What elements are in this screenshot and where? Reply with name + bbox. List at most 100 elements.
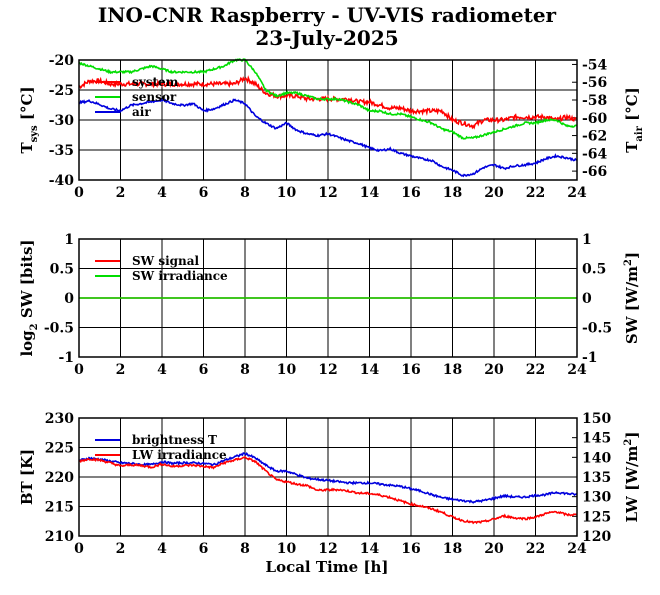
x-tick-label: 2 — [116, 541, 126, 557]
y-right-tick-label: -58 — [582, 93, 607, 109]
y-right-tick-label: 140 — [582, 450, 611, 466]
y-right-axis-label: SW [W/m2] — [623, 252, 641, 344]
series-line-system — [78, 75, 578, 130]
y-right-tick-label: -66 — [582, 164, 607, 180]
legend-label: air — [132, 105, 151, 119]
x-tick-label: 18 — [443, 185, 462, 201]
x-tick-label: 10 — [277, 362, 297, 378]
x-tick-label: 22 — [526, 362, 545, 378]
chart-subtitle: 23-July-2025 — [255, 26, 398, 50]
x-tick-label: 22 — [526, 541, 545, 557]
y-right-tick-label: 130 — [582, 490, 611, 506]
x-tick-label: 2 — [116, 362, 126, 378]
y-right-tick-label: 120 — [582, 529, 611, 545]
panel-3: 0 2 4 6 8 10 12 14 16 18 20 22 242302252202152101501… — [18, 411, 641, 557]
y-left-tick-label: -35 — [49, 143, 74, 159]
y-right-tick-label: -1 — [582, 350, 598, 366]
x-tick-label: 10 — [277, 185, 297, 201]
x-tick-label: 14 — [360, 185, 380, 201]
y-right-tick-label: -54 — [582, 57, 608, 73]
panel-2: 0 2 4 6 8 10 12 14 16 18 20 22 2410.50-0.5-110.50-0.… — [18, 232, 641, 378]
x-tick-label: 14 — [360, 541, 380, 557]
series-line-sensor — [79, 58, 578, 140]
x-tick-label: 0 — [74, 541, 84, 557]
x-tick-label: 8 — [240, 541, 250, 557]
y-left-tick-label: -40 — [49, 173, 75, 189]
y-right-tick-label: 145 — [582, 431, 611, 447]
y-left-tick-label: 0.5 — [50, 262, 74, 278]
x-tick-label: 20 — [484, 362, 504, 378]
y-right-tick-label: -0.5 — [582, 321, 612, 337]
x-tick-label: 12 — [318, 185, 337, 201]
y-right-axis-label: Tair [°C] — [623, 87, 645, 153]
y-left-tick-label: 210 — [45, 529, 74, 545]
x-axis-label: Local Time [h] — [266, 558, 389, 576]
x-tick-label: 24 — [567, 185, 587, 201]
x-tick-label: 8 — [240, 362, 250, 378]
legend-label: SW irradiance — [132, 269, 228, 283]
x-tick-label: 4 — [157, 185, 167, 201]
y-right-tick-label: 1 — [582, 232, 592, 248]
series-line-brightness-t — [78, 452, 578, 504]
y-left-axis-label: BT [K] — [18, 449, 36, 505]
y-left-axis-label: log2 SW [bits] — [18, 239, 40, 356]
x-tick-label: 18 — [443, 362, 462, 378]
y-right-tick-label: 135 — [582, 470, 611, 486]
y-left-tick-label: -20 — [49, 53, 75, 69]
x-tick-label: 16 — [401, 185, 420, 201]
x-tick-label: 6 — [199, 541, 209, 557]
x-tick-label: 16 — [401, 362, 420, 378]
x-tick-label: 8 — [240, 185, 250, 201]
legend-label: system — [132, 75, 179, 89]
x-tick-label: 10 — [277, 541, 297, 557]
x-tick-label: 20 — [484, 185, 504, 201]
legend-label: brightness T — [132, 433, 217, 447]
legend-label: LW irradiance — [132, 448, 227, 462]
x-tick-label: 4 — [157, 362, 167, 378]
chart-title: INO-CNR Raspberry - UV-VIS radiometer — [98, 3, 557, 27]
x-tick-label: 12 — [318, 541, 337, 557]
y-left-tick-label: 230 — [45, 411, 74, 427]
x-tick-label: 6 — [199, 185, 209, 201]
x-tick-label: 16 — [401, 541, 420, 557]
x-tick-label: 24 — [567, 362, 587, 378]
x-tick-label: 6 — [199, 362, 209, 378]
series-line-air — [79, 97, 578, 178]
y-left-axis-label: Tsys [°C] — [18, 86, 40, 153]
legend-label: SW signal — [132, 254, 200, 268]
y-left-tick-label: 225 — [45, 441, 74, 457]
plot-frame — [78, 59, 578, 181]
x-tick-label: 0 — [74, 185, 84, 201]
x-tick-label: 0 — [74, 362, 84, 378]
plot-frame — [78, 238, 578, 358]
y-right-tick-label: 0 — [582, 291, 592, 307]
panel-1: 0 2 4 6 8 10 12 14 16 18 20 22 24-20-25-30-35-40-54-… — [18, 53, 645, 201]
y-right-tick-label: 0.5 — [582, 262, 606, 278]
series-line-lw-irradiance — [78, 455, 578, 525]
plot-frame — [78, 417, 578, 537]
y-right-tick-label: -62 — [582, 129, 607, 145]
y-right-tick-label: -60 — [582, 111, 608, 127]
y-right-axis-label: LW [W/m2] — [623, 432, 641, 523]
y-left-tick-label: 1 — [64, 232, 74, 248]
y-left-tick-label: -30 — [49, 113, 75, 129]
y-right-tick-label: -56 — [582, 75, 607, 91]
x-tick-label: 20 — [484, 541, 504, 557]
y-left-tick-label: 220 — [45, 470, 74, 486]
chart-panels: 0 2 4 6 8 10 12 14 16 18 20 22 24-20-25-30-35-40-54-… — [18, 53, 645, 557]
legend-label: sensor — [132, 90, 177, 104]
x-tick-label: 4 — [157, 541, 167, 557]
y-right-tick-label: 150 — [582, 411, 611, 427]
y-left-tick-label: 0 — [64, 291, 74, 307]
x-tick-label: 24 — [567, 541, 587, 557]
x-tick-label: 14 — [360, 362, 380, 378]
y-left-tick-label: 215 — [45, 500, 74, 516]
y-right-tick-label: 125 — [582, 509, 611, 525]
y-left-tick-label: -0.5 — [44, 321, 74, 337]
y-left-tick-label: -1 — [58, 350, 74, 366]
x-tick-label: 22 — [526, 185, 545, 201]
x-tick-label: 2 — [116, 185, 126, 201]
x-tick-label: 18 — [443, 541, 462, 557]
y-left-tick-label: -25 — [49, 83, 74, 99]
